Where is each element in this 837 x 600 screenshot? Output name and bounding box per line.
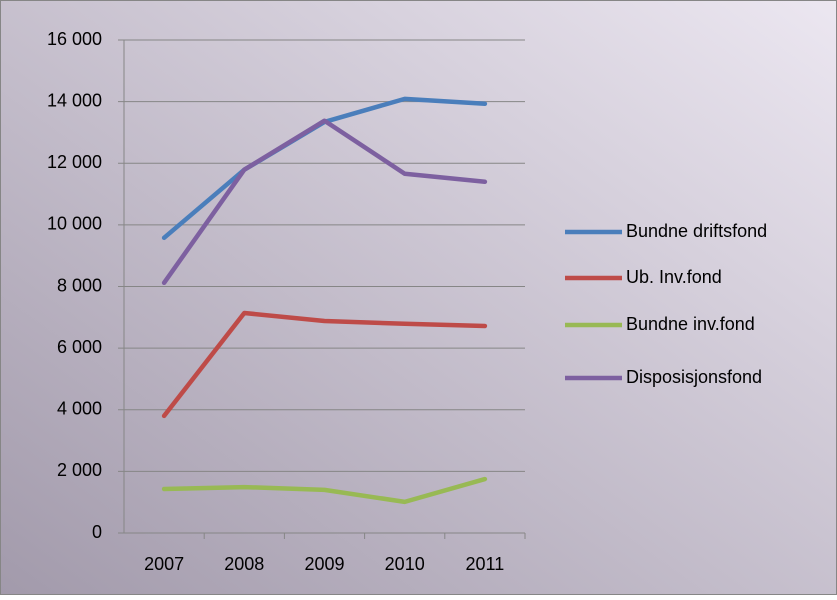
y-tick-label: 16 000 <box>47 29 102 49</box>
y-tick-label: 12 000 <box>47 152 102 172</box>
x-tick-label: 2009 <box>304 554 344 574</box>
y-tick-label: 10 000 <box>47 214 102 234</box>
series-line <box>161 476 488 505</box>
x-tick-label: 2011 <box>466 554 505 574</box>
y-tick-label: 4 000 <box>57 399 102 419</box>
legend-label: Bundne inv.fond <box>626 314 755 334</box>
legend-label: Ub. Inv.fond <box>626 267 722 287</box>
y-tick-label: 0 <box>92 522 102 542</box>
y-tick-label: 14 000 <box>47 90 102 110</box>
legend-label: Disposisjonsfond <box>626 367 762 387</box>
x-tick-label: 2007 <box>144 554 184 574</box>
legend-label: Bundne driftsfond <box>626 221 767 241</box>
x-tick-label: 2008 <box>224 554 264 574</box>
x-tick-label: 2010 <box>385 554 425 574</box>
y-tick-label: 6 000 <box>57 337 102 357</box>
y-tick-label: 2 000 <box>57 460 102 480</box>
y-tick-label: 8 000 <box>57 275 102 295</box>
series-line <box>161 310 488 419</box>
series-line <box>161 118 488 286</box>
